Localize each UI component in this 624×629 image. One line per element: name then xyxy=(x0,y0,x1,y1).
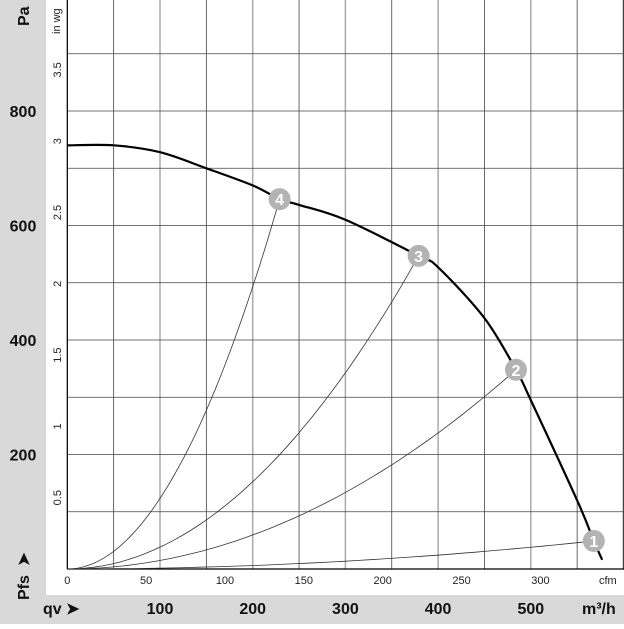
x-tick-cfm: 0 xyxy=(64,575,70,587)
system-curves xyxy=(67,199,594,570)
operating-point-label: 3 xyxy=(414,249,423,266)
operating-point-1: 1 xyxy=(582,529,605,552)
x-axis-label: qv xyxy=(43,601,62,618)
system-curve-1 xyxy=(67,540,594,570)
operating-point-3: 3 xyxy=(407,244,430,267)
tick-labels: 100 200 300 400 500 0 50 100 150 200 250 300 200 400 6… xyxy=(10,62,550,618)
y-tick-pa: 800 xyxy=(10,104,37,121)
y-unit-pa: Pa xyxy=(16,6,33,26)
x-tick-cfm: 50 xyxy=(140,575,152,587)
y-tick-inwg: 2 xyxy=(52,281,64,287)
x-tick-cfm: 100 xyxy=(216,575,234,587)
x-axis-arrow: ➤ xyxy=(66,601,80,618)
y-tick-inwg: 0.5 xyxy=(52,490,64,505)
y-axis-arrow: ➤ xyxy=(16,552,33,566)
y-tick-pa: 200 xyxy=(10,448,37,465)
fan-curve xyxy=(67,143,604,561)
left-band xyxy=(0,0,46,624)
operating-points: 1 2 3 4 xyxy=(268,188,605,552)
y-tick-pa: 400 xyxy=(10,333,37,350)
operating-point-marker xyxy=(407,244,430,267)
y-tick-inwg: 1 xyxy=(52,423,64,429)
x-tick-m3h: 100 xyxy=(147,601,174,618)
x-tick-m3h: 200 xyxy=(239,601,266,618)
x-tick-cfm: 300 xyxy=(531,575,549,587)
bottom-band xyxy=(0,595,624,624)
system-curve-4 xyxy=(67,199,280,570)
y-tick-inwg: 3 xyxy=(52,138,64,144)
operating-point-label: 1 xyxy=(589,534,598,551)
x-unit-cfm: cfm xyxy=(599,575,617,587)
operating-point-marker xyxy=(268,188,291,211)
y-axis-label: Pfs xyxy=(16,575,33,600)
y-tick-inwg: 3.5 xyxy=(52,62,64,77)
x-tick-m3h: 500 xyxy=(517,601,544,618)
x-unit-m3h: m³/h xyxy=(582,601,616,618)
x-tick-cfm: 150 xyxy=(295,575,313,587)
operating-point-label: 4 xyxy=(275,192,284,209)
system-curve-3 xyxy=(67,255,419,570)
operating-point-label: 2 xyxy=(512,363,521,380)
grid xyxy=(66,0,624,570)
y-tick-inwg: 1.5 xyxy=(52,347,64,362)
system-curve-2 xyxy=(67,369,517,570)
operating-point-2: 2 xyxy=(504,358,527,381)
x-tick-cfm: 200 xyxy=(374,575,392,587)
axis-labels: Pa in wg Pfs ➤ qv ➤ m³/h cfm xyxy=(16,6,617,618)
y-unit-inwg: in wg xyxy=(51,8,63,34)
x-tick-m3h: 400 xyxy=(425,601,452,618)
y-tick-pa: 600 xyxy=(10,219,37,236)
operating-point-4: 4 xyxy=(268,188,291,211)
y-tick-inwg: 2.5 xyxy=(52,205,64,220)
operating-point-marker xyxy=(582,529,605,552)
operating-point-marker xyxy=(504,358,527,381)
x-tick-cfm: 250 xyxy=(452,575,470,587)
x-tick-m3h: 300 xyxy=(332,601,359,618)
